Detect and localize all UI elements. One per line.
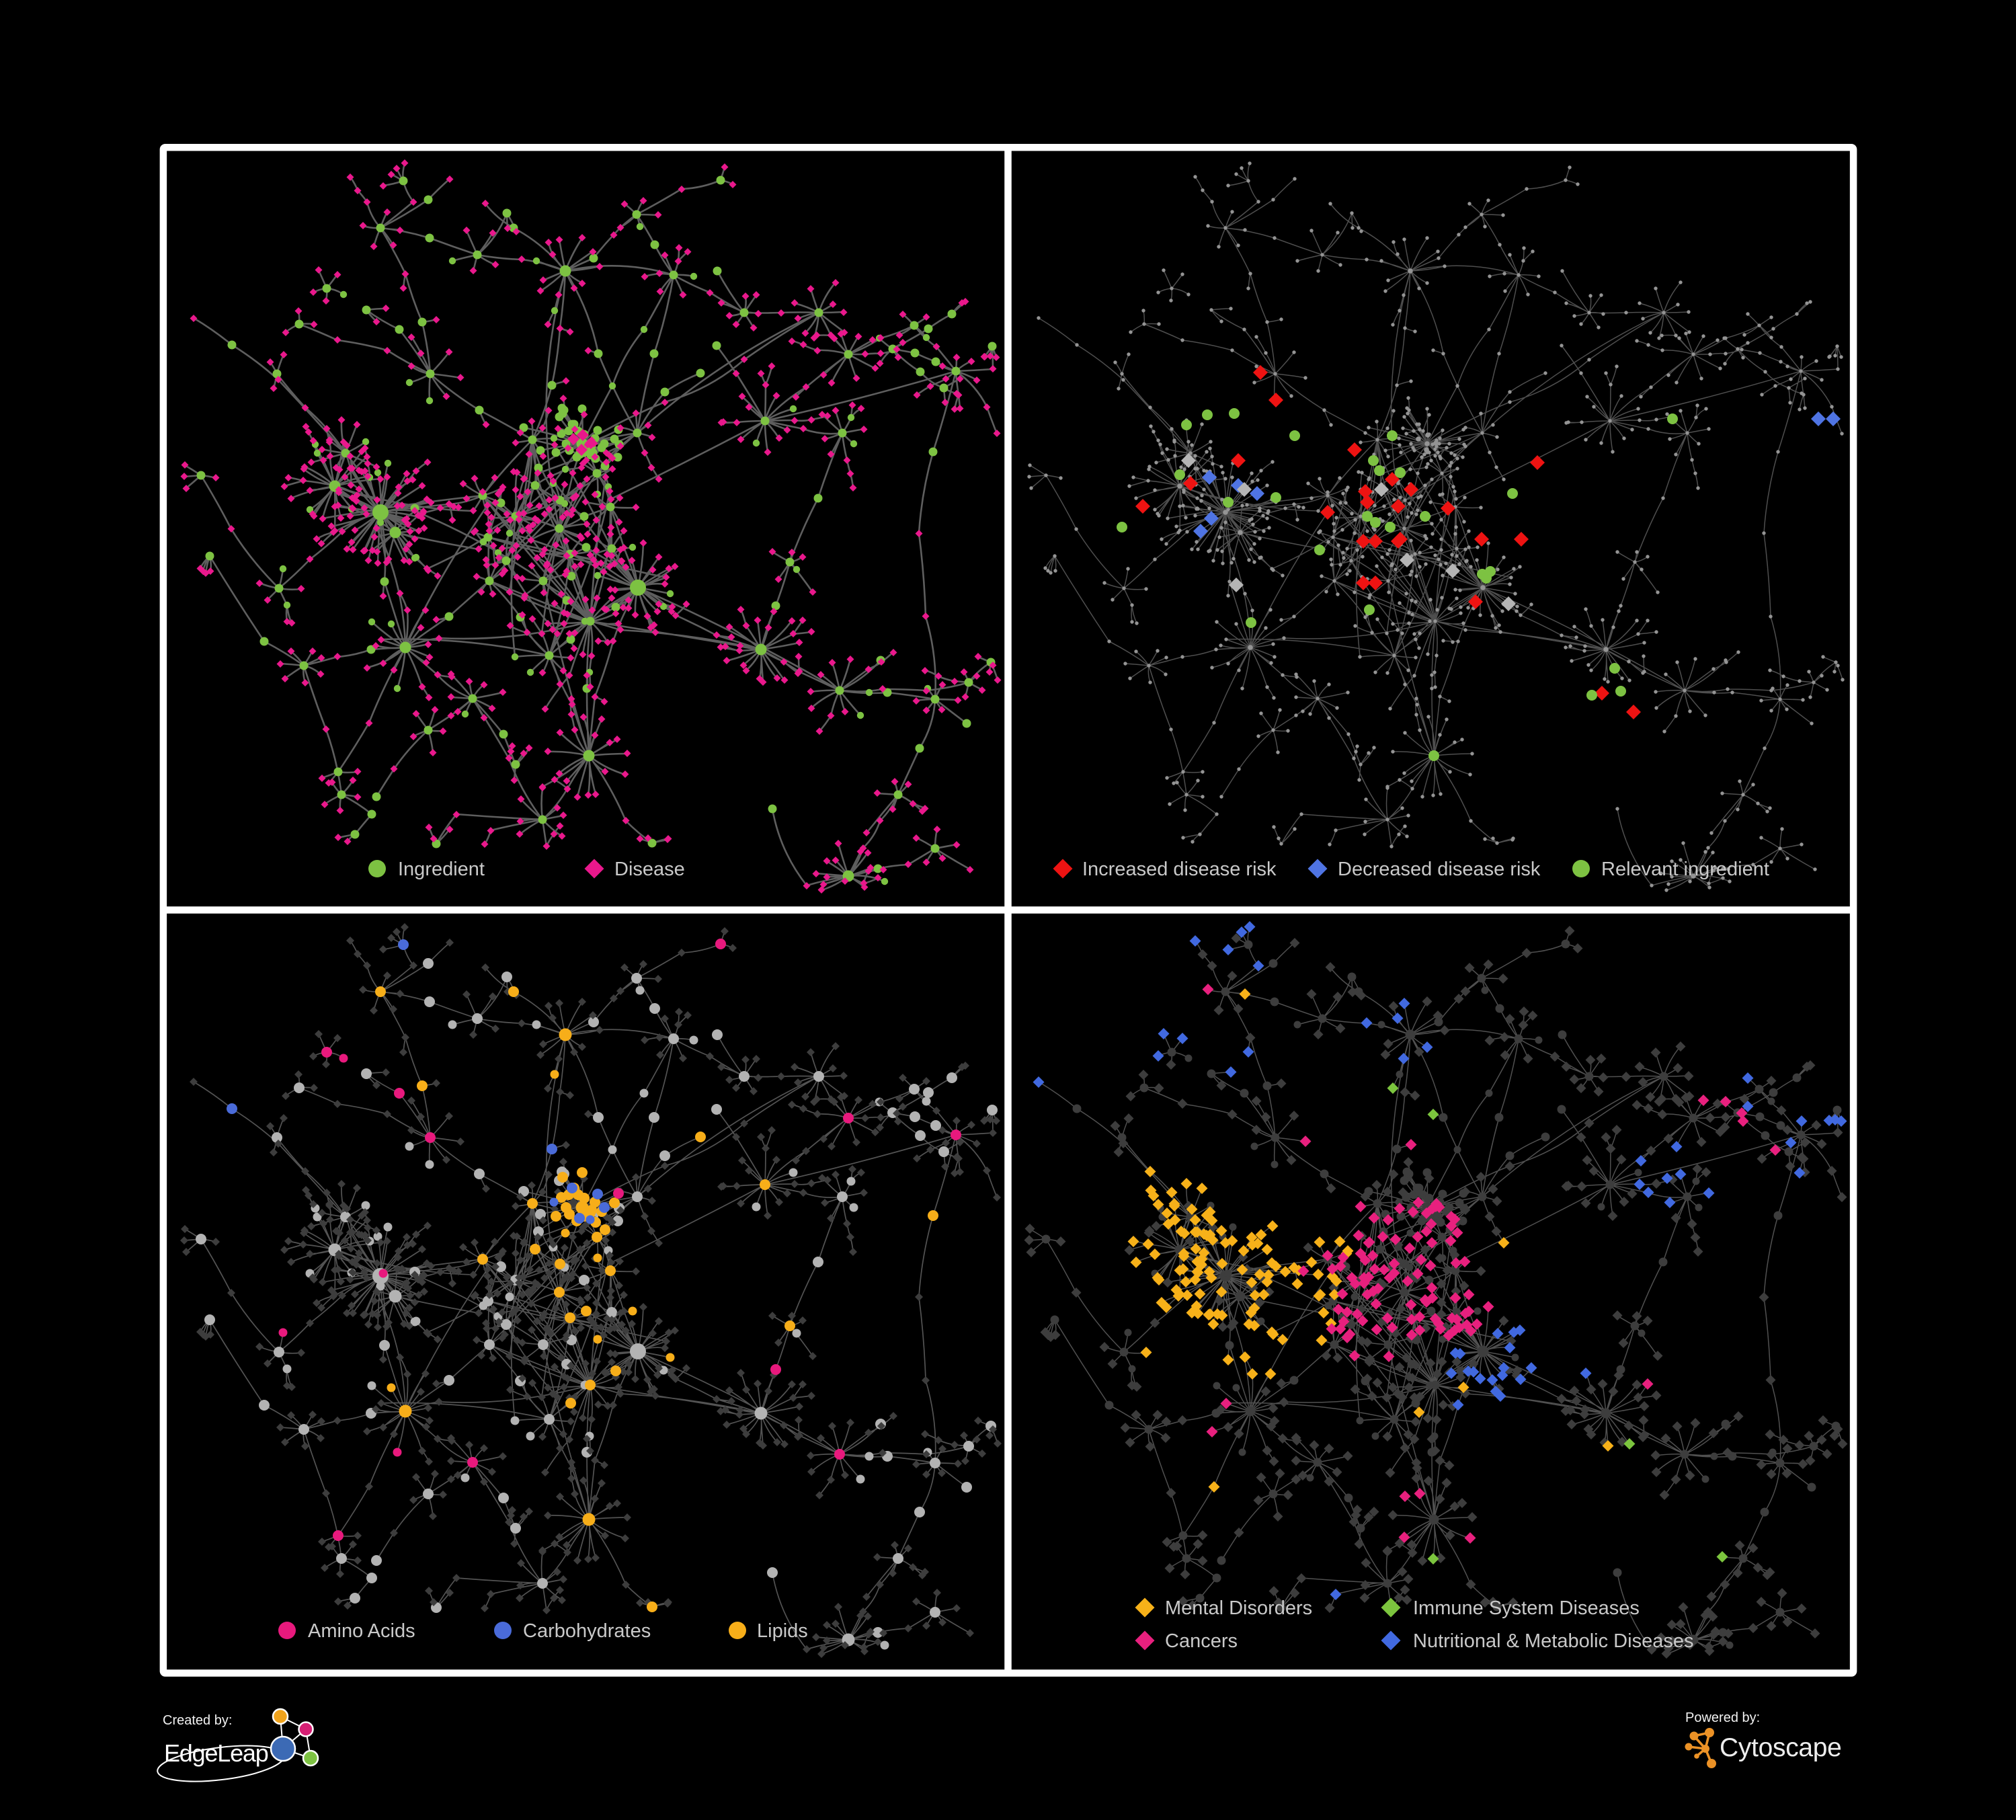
- svg-text:EdgeLeap: EdgeLeap: [164, 1739, 268, 1767]
- svg-text:Relevant ingredient: Relevant ingredient: [1601, 859, 1769, 880]
- svg-text:Decreased disease risk: Decreased disease risk: [1338, 859, 1541, 880]
- svg-text:Increased disease risk: Increased disease risk: [1082, 859, 1277, 880]
- svg-text:Created by:: Created by:: [163, 1713, 232, 1728]
- svg-text:Immune System Diseases: Immune System Diseases: [1413, 1597, 1640, 1619]
- svg-text:Nutritional & Metabolic Diseas: Nutritional & Metabolic Diseases: [1413, 1630, 1693, 1652]
- svg-text:Disease: Disease: [614, 859, 685, 880]
- svg-text:Ingredient: Ingredient: [398, 859, 485, 880]
- svg-text:Cytoscape: Cytoscape: [1720, 1733, 1842, 1762]
- svg-text:Cancers: Cancers: [1165, 1630, 1238, 1652]
- svg-text:Lipids: Lipids: [757, 1620, 808, 1642]
- svg-text:Carbohydrates: Carbohydrates: [523, 1620, 651, 1642]
- svg-text:Amino Acids: Amino Acids: [308, 1620, 415, 1642]
- svg-text:Mental Disorders: Mental Disorders: [1165, 1597, 1312, 1619]
- svg-text:Powered by:: Powered by:: [1685, 1710, 1760, 1725]
